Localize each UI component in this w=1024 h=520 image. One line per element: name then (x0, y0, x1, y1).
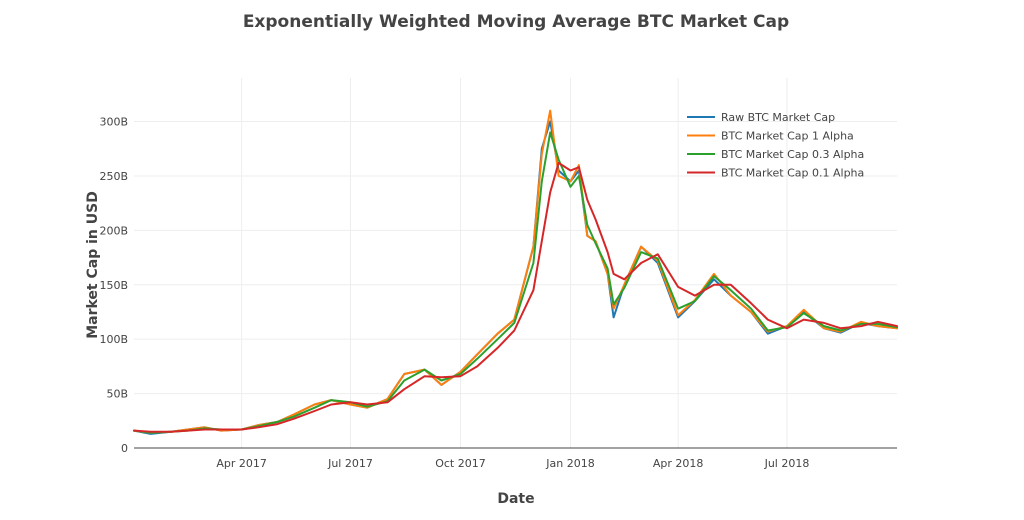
x-tick-label: Oct 2017 (435, 457, 486, 470)
legend-label: Raw BTC Market Cap (721, 111, 835, 124)
x-axis-title: Date (497, 491, 534, 507)
legend-label: BTC Market Cap 0.3 Alpha (721, 148, 864, 161)
series-line (133, 161, 898, 433)
y-tick-label: 150B (99, 279, 128, 292)
y-tick-label: 300B (99, 116, 128, 129)
y-axis-title: Market Cap in USD (85, 191, 101, 339)
x-tick-label: Apr 2017 (216, 457, 267, 470)
x-tick-label: Jan 2018 (545, 457, 594, 470)
legend-label: BTC Market Cap 1 Alpha (721, 130, 854, 143)
legend-label: BTC Market Cap 0.1 Alpha (721, 167, 864, 180)
axes: 0 50B 100B 150B 200B 250B 300B Apr 2017 Jul 2017… (99, 116, 897, 470)
x-tick-label: Jul 2017 (327, 457, 373, 470)
y-tick-label: 200B (99, 224, 128, 237)
legend-item[interactable]: BTC Market Cap 1 Alpha (687, 130, 854, 143)
y-tick-label: 0 (121, 442, 128, 455)
y-tick-label: 50B (106, 388, 128, 401)
y-tick-label: 100B (99, 333, 128, 346)
series-line (133, 131, 898, 434)
y-tick-label: 250B (99, 170, 128, 183)
legend-item[interactable]: BTC Market Cap 0.1 Alpha (687, 167, 864, 180)
legend-item[interactable]: Raw BTC Market Cap (687, 111, 835, 124)
gridlines (134, 78, 897, 448)
x-tick-label: Jul 2018 (764, 457, 810, 470)
chart-title: Exponentially Weighted Moving Average BT… (243, 12, 789, 32)
x-tick-label: Apr 2018 (653, 457, 704, 470)
legend-item[interactable]: BTC Market Cap 0.3 Alpha (687, 148, 864, 161)
series-lines (133, 109, 898, 435)
legend[interactable]: Raw BTC Market Cap BTC Market Cap 1 Alpha… (687, 111, 864, 180)
